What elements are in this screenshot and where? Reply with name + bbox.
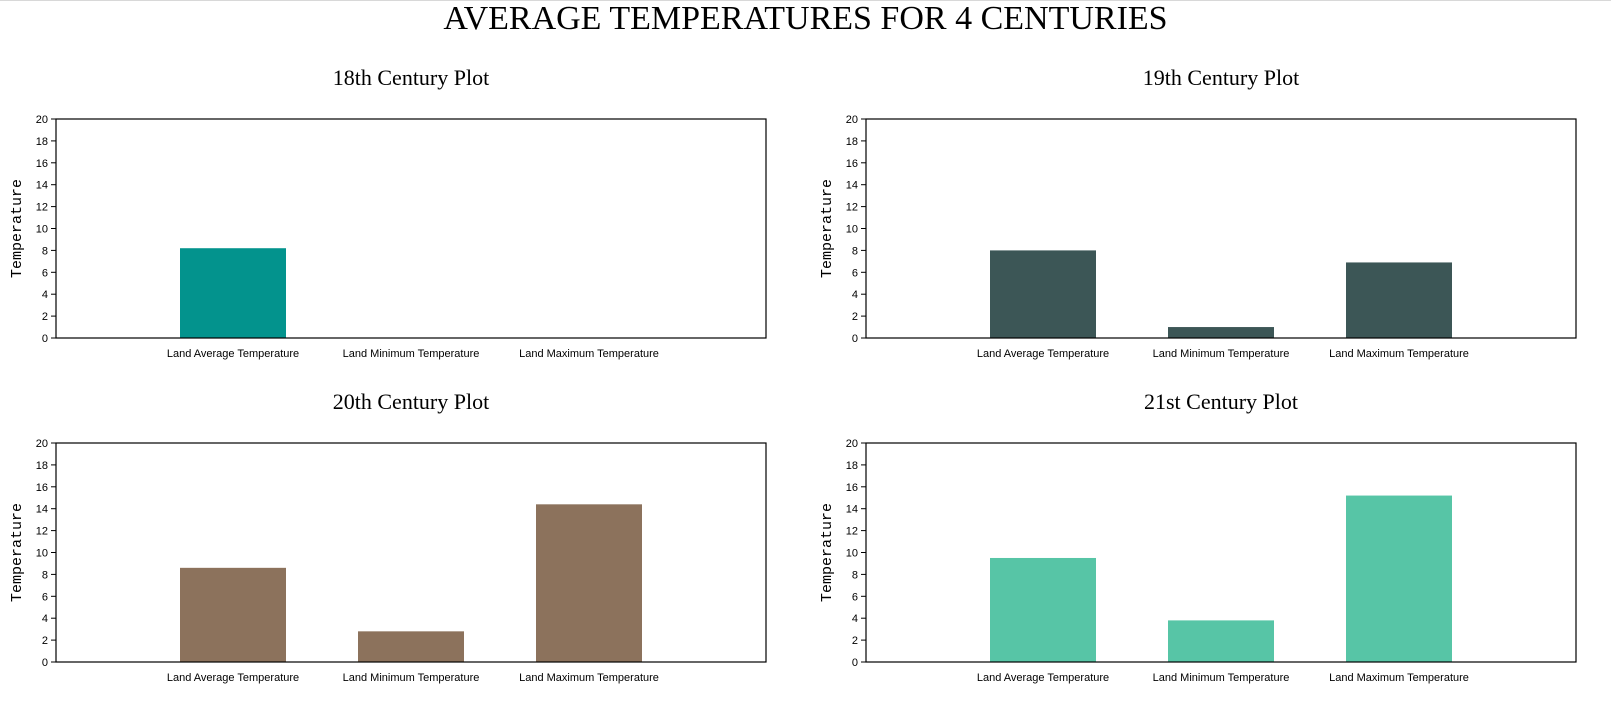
y-axis-label: Temperature bbox=[819, 179, 836, 278]
y-axis-label: Temperature bbox=[819, 503, 836, 602]
y-tick-label: 16 bbox=[36, 482, 48, 494]
plot-frame bbox=[865, 442, 1577, 663]
y-tick-label: 10 bbox=[846, 224, 858, 236]
y-tick-label: 8 bbox=[852, 245, 858, 257]
y-tick-label: 14 bbox=[36, 180, 48, 192]
subplot-20th-century: 20th Century Plot Temperature 0 2 4 6 8 10 12 14 1… bbox=[0, 373, 805, 703]
subplot-title: 20th Century Plot bbox=[333, 389, 489, 414]
y-tick-label: 8 bbox=[852, 569, 858, 581]
bar-land-average-temperature bbox=[990, 557, 1096, 662]
y-tick-label: 20 bbox=[36, 438, 48, 450]
y-tick-label: 20 bbox=[846, 114, 858, 126]
y-tick-label: 14 bbox=[846, 504, 858, 516]
bar-land-minimum-temperature bbox=[358, 631, 464, 662]
y-tick-label: 2 bbox=[852, 311, 858, 323]
y-tick-label: 18 bbox=[36, 460, 48, 472]
y-tick-label: 0 bbox=[42, 333, 48, 345]
subplot-title: 19th Century Plot bbox=[1143, 65, 1299, 90]
y-tick-label: 12 bbox=[36, 526, 48, 538]
plot-frame bbox=[55, 118, 767, 339]
subplot-21st-century: 21st Century Plot Temperature 0 2 4 6 8 10 12 14 1… bbox=[810, 373, 1611, 703]
y-tick-label: 10 bbox=[36, 224, 48, 236]
y-tick-label: 16 bbox=[846, 482, 858, 494]
y-tick-label: 6 bbox=[42, 591, 48, 603]
bar-land-minimum-temperature bbox=[1168, 327, 1274, 338]
y-tick-label: 16 bbox=[846, 158, 858, 170]
y-axis-label: Temperature bbox=[9, 179, 26, 278]
y-tick-label: 14 bbox=[36, 504, 48, 516]
bar-chart-svg: 19th Century Plot Temperature 0 2 4 6 8 10 12 14 1… bbox=[819, 65, 1577, 360]
figure-title: AVERAGE TEMPERATURES FOR 4 CENTURIES bbox=[443, 0, 1168, 37]
y-tick-label: 12 bbox=[36, 202, 48, 214]
y-tick-label: 12 bbox=[846, 202, 858, 214]
subplot-title: 18th Century Plot bbox=[333, 65, 489, 90]
y-tick-label: 6 bbox=[852, 591, 858, 603]
y-tick-label: 6 bbox=[852, 267, 858, 279]
y-tick-label: 4 bbox=[42, 289, 48, 301]
y-tick-label: 18 bbox=[846, 460, 858, 472]
x-tick-label: Land Maximum Temperature bbox=[519, 672, 659, 684]
x-tick-label: Land Average Temperature bbox=[167, 348, 299, 360]
y-tick-label: 10 bbox=[846, 548, 858, 560]
y-tick-label: 16 bbox=[36, 158, 48, 170]
y-tick-label: 10 bbox=[36, 548, 48, 560]
y-tick-label: 4 bbox=[852, 613, 858, 625]
y-tick-label: 20 bbox=[846, 438, 858, 450]
subplot-18th-century: 18th Century Plot Temperature 0 2 4 6 8 10 12 14 1… bbox=[0, 49, 805, 379]
subplot-19th-century: 19th Century Plot Temperature 0 2 4 6 8 10 12 14 1… bbox=[810, 49, 1611, 379]
plot-frame bbox=[55, 442, 767, 663]
y-tick-label: 0 bbox=[852, 657, 858, 669]
subplot-title: 21st Century Plot bbox=[1144, 389, 1298, 414]
y-tick-label: 14 bbox=[846, 180, 858, 192]
bar-chart-svg: 18th Century Plot Temperature 0 2 4 6 8 10 12 14 1… bbox=[9, 65, 767, 360]
y-tick-label: 18 bbox=[36, 136, 48, 148]
x-tick-label: Land Maximum Temperature bbox=[1329, 672, 1469, 684]
y-tick-label: 20 bbox=[36, 114, 48, 126]
y-tick-label: 18 bbox=[846, 136, 858, 148]
plot-frame bbox=[865, 118, 1577, 339]
bar-land-maximum-temperature bbox=[1346, 262, 1452, 338]
x-tick-label: Land Maximum Temperature bbox=[519, 348, 659, 360]
y-tick-label: 4 bbox=[42, 613, 48, 625]
y-tick-label: 2 bbox=[852, 635, 858, 647]
bar-land-average-temperature bbox=[180, 567, 286, 662]
y-tick-label: 0 bbox=[852, 333, 858, 345]
bar-land-average-temperature bbox=[180, 248, 286, 338]
y-tick-label: 12 bbox=[846, 526, 858, 538]
x-tick-label: Land Average Temperature bbox=[167, 672, 299, 684]
bar-land-minimum-temperature bbox=[1168, 620, 1274, 662]
y-tick-label: 2 bbox=[42, 635, 48, 647]
x-tick-label: Land Average Temperature bbox=[977, 672, 1109, 684]
bar-land-maximum-temperature bbox=[536, 504, 642, 662]
y-tick-label: 6 bbox=[42, 267, 48, 279]
y-tick-label: 2 bbox=[42, 311, 48, 323]
x-tick-label: Land Maximum Temperature bbox=[1329, 348, 1469, 360]
x-tick-label: Land Minimum Temperature bbox=[343, 672, 480, 684]
y-tick-label: 0 bbox=[42, 657, 48, 669]
x-tick-label: Land Average Temperature bbox=[977, 348, 1109, 360]
y-tick-label: 8 bbox=[42, 245, 48, 257]
x-tick-label: Land Minimum Temperature bbox=[343, 348, 480, 360]
x-tick-label: Land Minimum Temperature bbox=[1153, 348, 1290, 360]
x-tick-label: Land Minimum Temperature bbox=[1153, 672, 1290, 684]
bar-land-average-temperature bbox=[990, 250, 1096, 338]
bar-chart-svg: 21st Century Plot Temperature 0 2 4 6 8 10 12 14 1… bbox=[819, 389, 1577, 684]
bar-chart-svg: 20th Century Plot Temperature 0 2 4 6 8 10 12 14 1… bbox=[9, 389, 767, 684]
y-axis-label: Temperature bbox=[9, 503, 26, 602]
y-tick-label: 8 bbox=[42, 569, 48, 581]
y-tick-label: 4 bbox=[852, 289, 858, 301]
bar-land-maximum-temperature bbox=[1346, 495, 1452, 662]
